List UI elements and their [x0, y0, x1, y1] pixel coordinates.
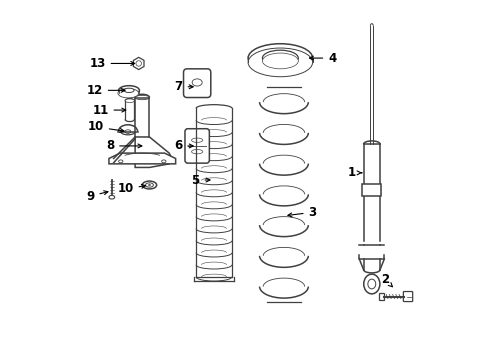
Ellipse shape — [363, 274, 379, 294]
Ellipse shape — [109, 195, 115, 199]
Text: 1: 1 — [347, 166, 361, 179]
Ellipse shape — [135, 95, 149, 100]
Ellipse shape — [118, 89, 139, 98]
Ellipse shape — [247, 44, 312, 72]
Text: 8: 8 — [106, 139, 142, 152]
Ellipse shape — [125, 99, 134, 103]
FancyBboxPatch shape — [362, 184, 380, 196]
Text: 2: 2 — [380, 273, 392, 287]
Ellipse shape — [367, 279, 375, 289]
Text: 13: 13 — [89, 57, 134, 70]
Ellipse shape — [119, 160, 122, 163]
FancyBboxPatch shape — [379, 293, 384, 301]
Ellipse shape — [262, 50, 298, 66]
Ellipse shape — [247, 48, 312, 77]
Text: 4: 4 — [309, 51, 336, 64]
Polygon shape — [135, 137, 171, 167]
Ellipse shape — [119, 86, 139, 95]
Ellipse shape — [145, 183, 153, 187]
FancyBboxPatch shape — [184, 129, 209, 163]
Polygon shape — [133, 57, 143, 69]
Text: 3: 3 — [287, 206, 316, 219]
Ellipse shape — [136, 61, 141, 66]
Text: 5: 5 — [191, 174, 209, 186]
Ellipse shape — [125, 130, 131, 134]
Text: 10: 10 — [117, 183, 145, 195]
FancyBboxPatch shape — [403, 292, 412, 302]
Ellipse shape — [148, 184, 150, 186]
Ellipse shape — [191, 149, 203, 154]
Ellipse shape — [142, 181, 156, 189]
Ellipse shape — [192, 79, 202, 86]
Text: 11: 11 — [92, 104, 125, 117]
Text: 9: 9 — [86, 190, 108, 203]
Ellipse shape — [162, 160, 165, 163]
Ellipse shape — [124, 88, 134, 93]
Text: 12: 12 — [86, 84, 125, 97]
Ellipse shape — [262, 53, 298, 69]
Text: 7: 7 — [174, 80, 193, 93]
Polygon shape — [109, 153, 175, 164]
Ellipse shape — [191, 138, 203, 142]
Text: 10: 10 — [87, 121, 124, 134]
FancyBboxPatch shape — [183, 69, 210, 98]
Text: 6: 6 — [174, 139, 193, 152]
